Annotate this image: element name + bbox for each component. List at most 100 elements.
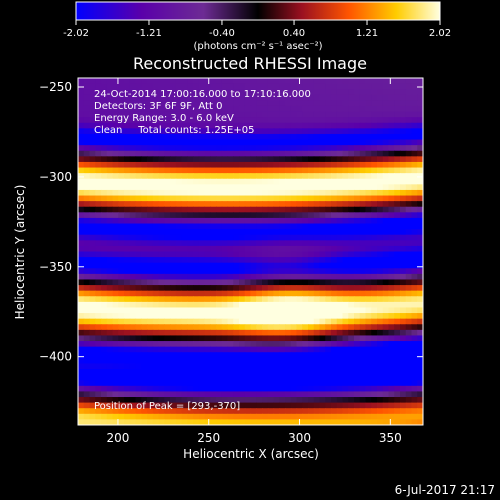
heatmap-cell: [302, 83, 309, 90]
heatmap-cell: [325, 100, 332, 107]
heatmap-cell: [216, 329, 223, 337]
heatmap-cell: [233, 313, 240, 320]
heatmap-cell: [106, 391, 114, 398]
heatmap-cell: [313, 251, 321, 258]
heatmap-cell: [273, 173, 280, 180]
plot-frame: [77, 77, 424, 426]
heatmap-cell: [417, 195, 423, 202]
heatmap-cell: [290, 105, 298, 113]
heatmap-cell: [124, 285, 131, 292]
heatmap-cell: [336, 307, 344, 314]
heatmap-cell: [239, 206, 246, 213]
heatmap-cell: [411, 251, 418, 258]
heatmap-cell: [279, 117, 286, 124]
heatmap-cell: [193, 94, 200, 101]
heatmap-cell: [106, 402, 114, 409]
heatmap-cell: [359, 100, 367, 107]
heatmap-cell: [285, 195, 292, 202]
heatmap-cell: [400, 240, 407, 247]
heatmap-cell: [250, 212, 257, 219]
heatmap-cell: [233, 318, 240, 325]
heatmap-cell: [348, 133, 355, 141]
heatmap-cell: [336, 217, 344, 225]
heatmap-cell: [101, 212, 108, 219]
heatmap-cell: [273, 122, 280, 129]
heatmap-cell: [118, 397, 125, 404]
heatmap-cell: [210, 374, 217, 381]
heatmap-cell: [388, 122, 395, 129]
heatmap-cell: [400, 273, 407, 281]
heatmap-cell: [394, 335, 401, 342]
heatmap-cell: [388, 285, 395, 292]
heatmap-cell: [221, 100, 229, 107]
heatmap-cell: [89, 139, 96, 146]
heatmap-cell: [267, 229, 275, 236]
heatmap-cell: [302, 296, 309, 303]
heatmap-cell: [118, 374, 125, 381]
heatmap-cell: [262, 419, 269, 425]
heatmap-cell: [267, 402, 275, 409]
heatmap-cell: [95, 357, 102, 365]
heatmap-cell: [227, 374, 234, 381]
heatmap-cell: [285, 122, 292, 129]
heatmap-cell: [244, 318, 252, 325]
heatmap-cell: [359, 117, 367, 124]
heatmap-cell: [302, 195, 309, 202]
heatmap-cell: [348, 150, 355, 157]
heatmap-cell: [152, 408, 160, 415]
heatmap-cell: [216, 195, 223, 202]
heatmap-cell: [273, 128, 280, 135]
heatmap-cell: [78, 201, 85, 208]
heatmap-cell: [204, 229, 211, 236]
heatmap-cell: [164, 189, 171, 197]
heatmap-cell: [187, 173, 194, 180]
heatmap-cell: [336, 273, 344, 281]
heatmap-cell: [342, 139, 349, 146]
heatmap-cell: [193, 156, 200, 163]
heatmap-cell: [210, 363, 217, 370]
heatmap-cell: [394, 195, 401, 202]
heatmap-cell: [273, 290, 280, 297]
heatmap-cell: [135, 262, 142, 269]
heatmap-cell: [325, 234, 332, 241]
heatmap-cell: [250, 335, 257, 342]
heatmap-cell: [193, 273, 200, 281]
heatmap-cell: [290, 335, 298, 342]
heatmap-cell: [78, 313, 85, 320]
heatmap-cell: [193, 313, 200, 320]
heatmap-cell: [124, 380, 131, 387]
heatmap-cell: [124, 201, 131, 208]
heatmap-cell: [83, 301, 91, 309]
heatmap-cell: [106, 150, 114, 157]
heatmap-cell: [256, 100, 263, 107]
heatmap-cell: [101, 145, 108, 152]
heatmap-cell: [244, 251, 252, 258]
heatmap-cell: [400, 178, 407, 185]
heatmap-cell: [336, 285, 344, 292]
heatmap-cell: [170, 335, 177, 342]
heatmap-cell: [210, 156, 217, 163]
heatmap-cell: [181, 363, 188, 370]
heatmap-cell: [348, 100, 355, 107]
heatmap-cell: [216, 397, 223, 404]
heatmap-cell: [193, 290, 200, 297]
heatmap-cell: [101, 100, 108, 107]
heatmap-cell: [262, 279, 269, 286]
heatmap-cell: [118, 346, 125, 353]
heatmap-cell: [296, 150, 303, 157]
heatmap-cell: [359, 346, 367, 353]
heatmap-cell: [359, 408, 367, 415]
heatmap-cell: [319, 391, 326, 398]
heatmap-cell: [400, 184, 407, 191]
heatmap-cell: [256, 307, 263, 314]
heatmap-cell: [227, 341, 234, 348]
heatmap-cell: [158, 223, 165, 230]
heatmap-cell: [342, 94, 349, 101]
heatmap-cell: [135, 117, 142, 124]
heatmap-cell: [193, 178, 200, 185]
heatmap-cell: [124, 145, 131, 152]
heatmap-cell: [262, 122, 269, 129]
heatmap-cell: [411, 173, 418, 180]
heatmap-cell: [388, 245, 395, 253]
heatmap-cell: [204, 89, 211, 96]
